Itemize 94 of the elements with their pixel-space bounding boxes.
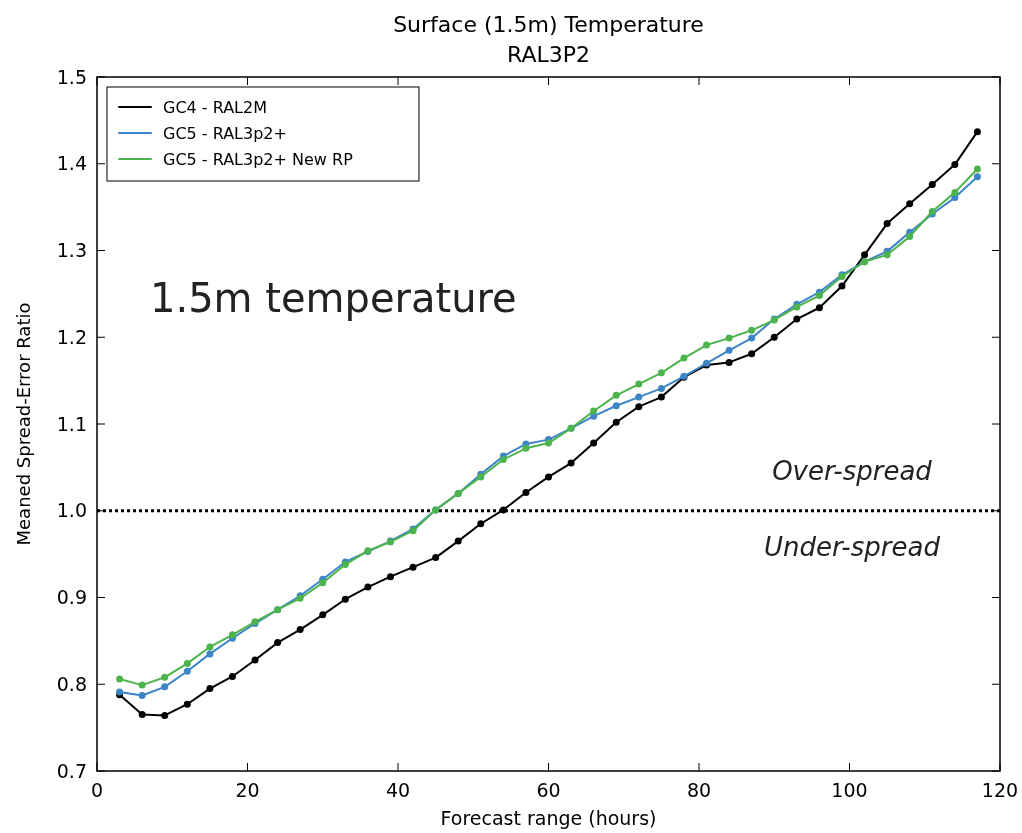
point xyxy=(341,595,349,603)
point xyxy=(635,403,643,411)
point xyxy=(319,579,327,587)
x-tick-label: 20 xyxy=(235,779,260,801)
point xyxy=(612,418,620,426)
point xyxy=(161,683,169,691)
point xyxy=(545,473,552,481)
x-tick-label: 80 xyxy=(686,779,712,801)
point xyxy=(206,643,214,651)
x-axis-title: Forecast range (hours) xyxy=(440,807,657,829)
point xyxy=(386,573,394,581)
point xyxy=(951,161,959,169)
point xyxy=(409,563,417,571)
point xyxy=(725,358,733,366)
annotation: Under-spread xyxy=(764,532,941,562)
x-tick-label: 60 xyxy=(536,779,561,801)
x-tick-label: 40 xyxy=(385,779,411,801)
point xyxy=(183,659,191,667)
point xyxy=(635,380,643,388)
point xyxy=(499,506,507,514)
x-tick-label: 120 xyxy=(981,779,1019,801)
point xyxy=(973,128,981,136)
point xyxy=(612,402,620,410)
point xyxy=(612,391,620,399)
legend-label: GC5 - RAL3p2+ xyxy=(163,123,287,143)
point xyxy=(657,384,665,392)
point xyxy=(748,334,756,342)
point xyxy=(748,350,756,358)
point xyxy=(161,673,169,681)
point xyxy=(725,334,733,342)
y-tick-label: 1.5 xyxy=(56,65,87,88)
chart-title: Surface (1.5m) Temperature xyxy=(393,12,704,37)
point xyxy=(138,681,146,689)
point xyxy=(951,188,959,196)
annotation: 1.5m temperature xyxy=(150,275,517,321)
point xyxy=(973,173,981,181)
y-axis-title: Meaned Spread-Error Ratio xyxy=(13,302,34,546)
point xyxy=(928,181,936,189)
point xyxy=(161,711,169,719)
y-tick-label: 0.9 xyxy=(56,586,87,609)
annotation: Over-spread xyxy=(772,456,933,486)
y-tick-label: 1.3 xyxy=(56,239,87,262)
point xyxy=(635,393,643,401)
y-tick-label: 1.4 xyxy=(56,152,87,175)
point xyxy=(815,304,823,312)
chart-subtitle: RAL3P2 xyxy=(507,42,590,67)
y-tick-label: 1.0 xyxy=(56,499,87,522)
point xyxy=(183,667,191,675)
point xyxy=(138,692,146,700)
point xyxy=(364,583,372,591)
point xyxy=(906,233,914,241)
point xyxy=(432,554,440,562)
point xyxy=(590,407,598,415)
point xyxy=(206,650,214,658)
point xyxy=(251,656,259,664)
point xyxy=(567,459,575,467)
point xyxy=(116,675,124,683)
point xyxy=(274,639,282,647)
point xyxy=(861,251,869,259)
legend-label: GC5 - RAL3p2+ New RP xyxy=(163,149,354,169)
point xyxy=(183,700,191,708)
point xyxy=(590,439,598,447)
point xyxy=(477,520,485,528)
point xyxy=(296,626,304,634)
x-tick-label: 100 xyxy=(831,779,868,801)
point xyxy=(228,672,236,680)
y-tick-label: 1.2 xyxy=(56,325,87,348)
point xyxy=(883,251,891,259)
point xyxy=(793,315,801,323)
point xyxy=(138,711,146,719)
point xyxy=(454,537,462,545)
point xyxy=(748,326,756,334)
point xyxy=(522,444,530,452)
x-tick-label: 0 xyxy=(90,779,104,801)
point xyxy=(680,354,688,362)
point xyxy=(906,200,914,208)
legend-label: GC4 - RAL2M xyxy=(163,97,268,117)
point xyxy=(973,165,981,173)
point xyxy=(206,685,214,693)
point xyxy=(499,456,507,464)
y-tick-label: 0.8 xyxy=(56,672,87,695)
point xyxy=(319,611,327,619)
point xyxy=(725,346,733,354)
point xyxy=(703,341,711,349)
y-tick-label: 0.7 xyxy=(56,759,87,782)
point xyxy=(815,292,823,300)
point xyxy=(838,282,846,290)
point xyxy=(657,393,665,401)
point xyxy=(522,489,530,497)
point xyxy=(883,220,891,228)
y-tick-label: 1.1 xyxy=(56,412,87,435)
point xyxy=(590,412,598,420)
point xyxy=(770,333,778,341)
point xyxy=(657,369,665,377)
